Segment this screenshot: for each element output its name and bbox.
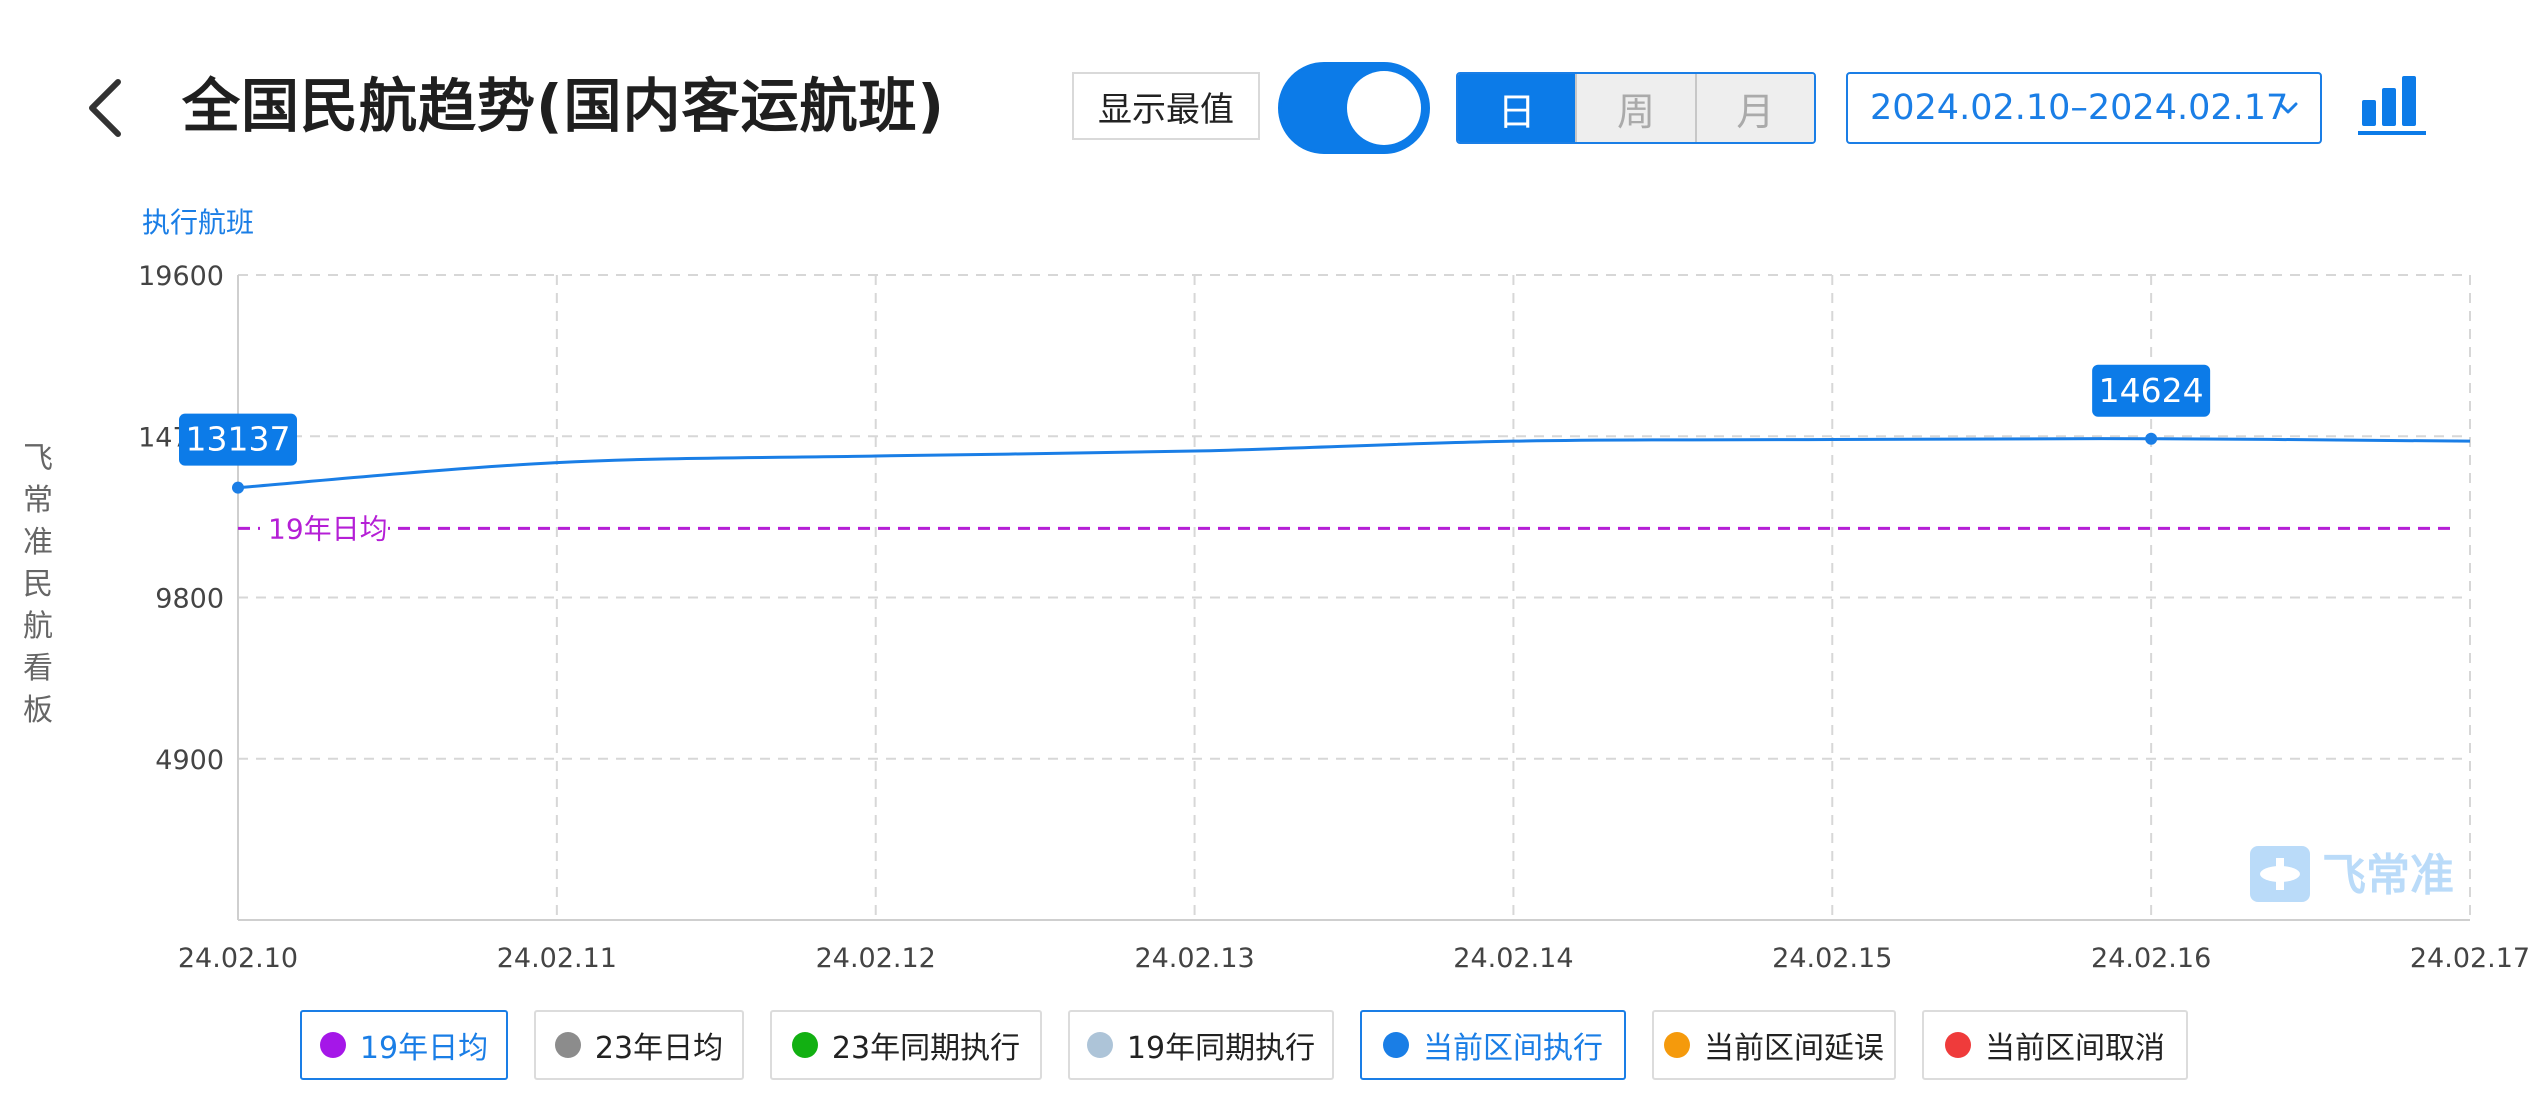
data-label-min: 13137 — [186, 420, 291, 459]
tab-month[interactable]: 月 — [1694, 74, 1814, 142]
chart-type-button[interactable] — [2358, 70, 2428, 136]
bar-chart-icon — [2358, 76, 2426, 135]
reference-label: 19年日均 — [268, 512, 388, 545]
data-labels: 13137 14624 — [179, 364, 2211, 494]
x-tick-label: 24.02.15 — [1772, 943, 1892, 974]
x-tick-label: 24.02.14 — [1453, 943, 1573, 974]
y-tick-label: 4900 — [155, 745, 224, 776]
legend-item[interactable]: 19年同期执行 — [1068, 1010, 1334, 1080]
x-tick-label: 24.02.11 — [497, 943, 617, 974]
legend-label: 23年同期执行 — [831, 1031, 1021, 1066]
toggle-knob — [1347, 71, 1421, 145]
data-point-max — [2145, 432, 2158, 445]
legend-item[interactable]: 19年日均 — [300, 1010, 508, 1080]
legend-dot — [319, 1032, 346, 1058]
show-extreme-toggle[interactable] — [1278, 62, 1430, 154]
series-line-current — [237, 437, 2471, 490]
chevron-left-icon — [89, 79, 121, 137]
data-point-min — [232, 481, 244, 494]
legend-item[interactable]: 当前区间延误 — [1652, 1010, 1896, 1080]
date-range-dropdown[interactable]: 2024.02.10–2024.02.17 — [1846, 72, 2322, 144]
date-range-value: 2024.02.10–2024.02.17 — [1870, 88, 2289, 128]
legend-dot — [791, 1032, 818, 1058]
back-button[interactable] — [78, 72, 134, 144]
reference-lines: 19年日均 — [238, 508, 2450, 549]
tab-day[interactable]: 日 — [1458, 74, 1576, 142]
y-tick-label: 19600 — [138, 261, 224, 292]
legend-dot — [1664, 1032, 1690, 1058]
legend-label: 当前区间执行 — [1423, 1031, 1603, 1066]
data-label-max: 14624 — [2099, 371, 2204, 410]
legend-label: 23年日均 — [594, 1031, 724, 1066]
data-label-badge-max — [2092, 364, 2211, 417]
grid — [238, 274, 2471, 920]
legend-item[interactable]: 当前区间执行 — [1360, 1010, 1626, 1080]
page-title: 全国民航趋势(国内客运航班) — [182, 72, 946, 140]
watermark-logo: 飞常准 — [2250, 846, 2454, 902]
legend-label: 当前区间取消 — [1985, 1031, 2165, 1066]
watermark-text: 飞常准 — [2322, 850, 2454, 901]
y-tick-label: 9800 — [155, 584, 224, 615]
legend-item[interactable]: 23年日均 — [534, 1010, 744, 1080]
data-label-badge-min — [179, 413, 297, 466]
legend-dot — [1383, 1032, 1409, 1058]
airplane-icon — [2260, 858, 2300, 890]
x-tick-label: 24.02.13 — [1134, 943, 1254, 974]
line-chart: 执行航班 49009800147001960024.02.1024.02.112… — [138, 206, 2530, 974]
reference-label-bg — [260, 508, 388, 549]
x-tick-label: 24.02.16 — [2091, 943, 2211, 974]
legend-label: 19年日均 — [359, 1031, 489, 1066]
axes: 49009800147001960024.02.1024.02.1124.02.… — [138, 261, 2530, 974]
show-extreme-label: 显示最值 — [1072, 72, 1260, 140]
chevron-down-icon — [2278, 102, 2298, 114]
legend-label: 19年同期执行 — [1126, 1031, 1316, 1066]
x-tick-label: 24.02.10 — [178, 943, 298, 974]
legend-dot — [554, 1032, 581, 1058]
tab-week[interactable]: 周 — [1575, 74, 1695, 142]
y-axis-title: 执行航班 — [142, 206, 254, 239]
legend-item[interactable]: 23年同期执行 — [770, 1010, 1042, 1080]
x-tick-label: 24.02.12 — [816, 943, 936, 974]
series — [237, 437, 2471, 490]
period-selector: 日 周 月 — [1456, 72, 1816, 144]
legend-dot — [1086, 1032, 1113, 1058]
legend-dot — [1945, 1032, 1971, 1058]
side-watermark-label: 飞常准民航看板 — [23, 441, 53, 728]
legend-label: 当前区间延误 — [1704, 1031, 1884, 1066]
x-tick-label: 24.02.17 — [2410, 943, 2530, 974]
legend-item[interactable]: 当前区间取消 — [1922, 1010, 2188, 1080]
